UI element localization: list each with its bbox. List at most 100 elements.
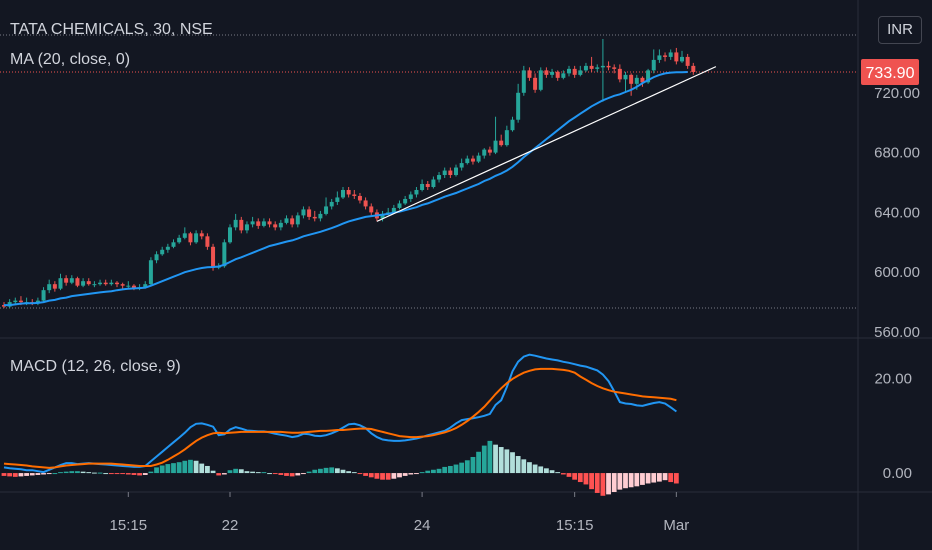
candle-body xyxy=(177,237,182,243)
time-axis[interactable]: 15:15 22 24 15:15 Mar xyxy=(110,492,690,534)
candle xyxy=(98,279,103,286)
candle xyxy=(86,278,91,286)
price-tick-label: 560.00 xyxy=(874,324,920,341)
histogram-bar xyxy=(380,473,385,480)
histogram-bar xyxy=(193,460,199,474)
candle-body xyxy=(651,59,656,71)
candle-body xyxy=(278,222,283,228)
candle xyxy=(47,279,52,294)
candle-body xyxy=(307,209,312,217)
candle xyxy=(205,233,210,250)
candle xyxy=(312,210,317,222)
macd-legend[interactable]: MACD (12, 26, close, 9) xyxy=(10,358,181,375)
candle-body xyxy=(425,184,430,187)
histogram-bar xyxy=(510,452,515,474)
candle xyxy=(623,71,628,93)
candle-body xyxy=(109,282,114,285)
histogram-bar xyxy=(476,451,481,474)
candle xyxy=(369,203,374,216)
price-pane[interactable] xyxy=(0,38,858,309)
candle xyxy=(81,278,86,288)
histogram-bar xyxy=(318,468,323,474)
histogram-bar xyxy=(645,473,651,484)
histogram-bar xyxy=(560,473,566,475)
candle-body xyxy=(318,213,323,219)
candle xyxy=(629,73,634,96)
candle-body xyxy=(459,163,464,168)
candle-body xyxy=(431,179,436,187)
histogram-bar xyxy=(402,473,408,476)
histogram-bar xyxy=(182,460,188,474)
histogram-bar xyxy=(52,473,58,475)
candle xyxy=(239,216,244,234)
price-tick-label: 720.00 xyxy=(874,85,920,102)
histogram-bar xyxy=(171,463,176,474)
histogram-bar xyxy=(470,456,476,474)
histogram-bar xyxy=(312,469,318,474)
histogram-bar xyxy=(69,471,75,474)
histogram-bar xyxy=(24,473,29,476)
candle xyxy=(341,186,345,199)
candle-body xyxy=(160,249,165,255)
candle xyxy=(52,281,57,292)
candle-body xyxy=(154,254,159,261)
candle-body xyxy=(504,130,509,146)
time-tick-label: 24 xyxy=(414,517,431,534)
candle-body xyxy=(521,70,526,93)
candle-body xyxy=(211,246,216,268)
histogram-bar xyxy=(92,472,97,474)
candle-body xyxy=(397,203,402,208)
candle-body xyxy=(103,282,108,285)
histogram-bar xyxy=(142,473,148,475)
histogram-bar xyxy=(527,462,532,474)
candle xyxy=(228,224,232,244)
candle-body xyxy=(205,236,210,247)
histogram-bar xyxy=(205,465,210,474)
candle-body xyxy=(414,189,419,195)
histogram-bar xyxy=(114,473,120,475)
candle xyxy=(663,52,668,62)
histogram-bar xyxy=(606,473,611,495)
time-tick-label: 15:15 xyxy=(556,517,594,534)
symbol-title[interactable]: TATA CHEMICALS, 30, NSE xyxy=(10,21,213,38)
histogram-bar xyxy=(408,473,414,475)
candle-body xyxy=(408,194,413,199)
histogram-bar xyxy=(255,472,261,474)
candle xyxy=(154,251,159,264)
candle-body xyxy=(600,65,605,68)
candle xyxy=(199,230,204,240)
candle-body xyxy=(58,278,63,289)
candle xyxy=(493,116,498,155)
candle-body xyxy=(470,158,475,162)
candle xyxy=(148,257,153,286)
candle-body xyxy=(222,242,227,267)
candle-body xyxy=(595,67,600,69)
histogram-bar xyxy=(453,464,459,474)
candle xyxy=(476,152,481,164)
macd-tick-label: 20.00 xyxy=(874,370,912,387)
candle xyxy=(301,206,306,219)
candle-body xyxy=(290,218,295,225)
price-tick-label: 680.00 xyxy=(874,145,920,162)
candle-body xyxy=(544,70,549,75)
candle xyxy=(425,181,430,190)
histogram-bar xyxy=(442,466,448,474)
candle xyxy=(307,206,312,220)
candle xyxy=(600,38,605,102)
candle xyxy=(499,134,504,147)
candle xyxy=(470,155,475,165)
candle-body xyxy=(194,233,199,243)
candle-body xyxy=(454,167,458,176)
ma-legend[interactable]: MA (20, close, 0) xyxy=(10,51,131,68)
candle-body xyxy=(171,242,176,247)
currency-button[interactable]: INR xyxy=(878,16,922,44)
candle xyxy=(589,56,594,72)
candle xyxy=(646,68,651,84)
candle xyxy=(160,246,165,256)
histogram-bar xyxy=(284,473,289,476)
candle xyxy=(295,212,300,228)
macd-pane[interactable] xyxy=(1,353,679,496)
candle xyxy=(651,49,656,74)
candle-body xyxy=(380,213,385,219)
